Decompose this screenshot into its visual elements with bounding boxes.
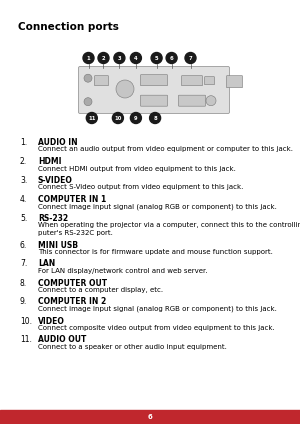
FancyBboxPatch shape <box>140 75 167 86</box>
Text: Connect to a computer display, etc.: Connect to a computer display, etc. <box>38 287 163 293</box>
Circle shape <box>130 112 141 123</box>
Text: 1.: 1. <box>20 138 27 147</box>
Circle shape <box>112 112 123 123</box>
Text: 5: 5 <box>155 56 158 61</box>
Text: 4.: 4. <box>20 195 27 204</box>
Circle shape <box>185 53 196 64</box>
Text: 4: 4 <box>134 56 138 61</box>
Text: Connect to a speaker or other audio input equipment.: Connect to a speaker or other audio inpu… <box>38 344 227 350</box>
FancyBboxPatch shape <box>226 76 242 88</box>
Circle shape <box>151 53 162 64</box>
Text: 2.: 2. <box>20 157 27 166</box>
Text: S-VIDEO: S-VIDEO <box>38 176 73 185</box>
Circle shape <box>206 96 216 106</box>
FancyBboxPatch shape <box>94 76 109 86</box>
Text: 9: 9 <box>134 115 138 120</box>
Text: 5.: 5. <box>20 214 27 223</box>
Bar <box>0 410 300 424</box>
Text: 10: 10 <box>114 115 122 120</box>
Circle shape <box>84 98 92 106</box>
Text: This connector is for firmware update and mouse function support.: This connector is for firmware update an… <box>38 249 273 255</box>
Text: Connect image input signal (analog RGB or component) to this jack.: Connect image input signal (analog RGB o… <box>38 306 277 312</box>
Text: Connect image input signal (analog RGB or component) to this jack.: Connect image input signal (analog RGB o… <box>38 204 277 210</box>
Text: 6.: 6. <box>20 240 27 249</box>
Text: Connect composite video output from video equipment to this jack.: Connect composite video output from vide… <box>38 325 275 331</box>
Text: Connect HDMI output from video equipment to this jack.: Connect HDMI output from video equipment… <box>38 165 236 171</box>
FancyBboxPatch shape <box>205 77 214 85</box>
Text: COMPUTER IN 1: COMPUTER IN 1 <box>38 195 106 204</box>
Text: 6: 6 <box>148 414 152 420</box>
Circle shape <box>98 53 109 64</box>
Text: 7: 7 <box>189 56 192 61</box>
Text: 2: 2 <box>102 56 105 61</box>
Circle shape <box>83 53 94 64</box>
FancyBboxPatch shape <box>182 76 203 86</box>
Circle shape <box>130 53 141 64</box>
Circle shape <box>166 53 177 64</box>
Circle shape <box>84 74 92 82</box>
Text: Connect S-Video output from video equipment to this jack.: Connect S-Video output from video equipm… <box>38 184 243 190</box>
Text: 9.: 9. <box>20 298 27 307</box>
Circle shape <box>86 112 97 123</box>
Circle shape <box>114 53 125 64</box>
Text: 6: 6 <box>170 56 173 61</box>
Text: 10.: 10. <box>20 316 32 326</box>
Text: VIDEO: VIDEO <box>38 316 65 326</box>
Text: 3.: 3. <box>20 176 27 185</box>
Text: 8: 8 <box>153 115 157 120</box>
FancyBboxPatch shape <box>140 95 167 106</box>
Text: Connect an audio output from video equipment or computer to this jack.: Connect an audio output from video equip… <box>38 147 293 153</box>
FancyBboxPatch shape <box>79 67 230 114</box>
Text: COMPUTER IN 2: COMPUTER IN 2 <box>38 298 106 307</box>
Text: AUDIO OUT: AUDIO OUT <box>38 335 86 344</box>
Text: MINI USB: MINI USB <box>38 240 78 249</box>
Text: Connection ports: Connection ports <box>18 22 119 32</box>
Text: 7.: 7. <box>20 259 27 268</box>
Text: AUDIO IN: AUDIO IN <box>38 138 78 147</box>
Text: 1: 1 <box>87 56 90 61</box>
Text: HDMI: HDMI <box>38 157 62 166</box>
Text: COMPUTER OUT: COMPUTER OUT <box>38 279 107 287</box>
Circle shape <box>116 80 134 98</box>
Text: RS-232: RS-232 <box>38 214 68 223</box>
Text: 11: 11 <box>88 115 95 120</box>
Text: For LAN display/network control and web server.: For LAN display/network control and web … <box>38 268 208 274</box>
Text: 11.: 11. <box>20 335 32 344</box>
Text: 8.: 8. <box>20 279 27 287</box>
Text: When operating the projector via a computer, connect this to the controlling com: When operating the projector via a compu… <box>38 223 300 235</box>
Circle shape <box>150 112 160 123</box>
Text: 3: 3 <box>118 56 121 61</box>
FancyBboxPatch shape <box>178 95 206 106</box>
Text: LAN: LAN <box>38 259 55 268</box>
